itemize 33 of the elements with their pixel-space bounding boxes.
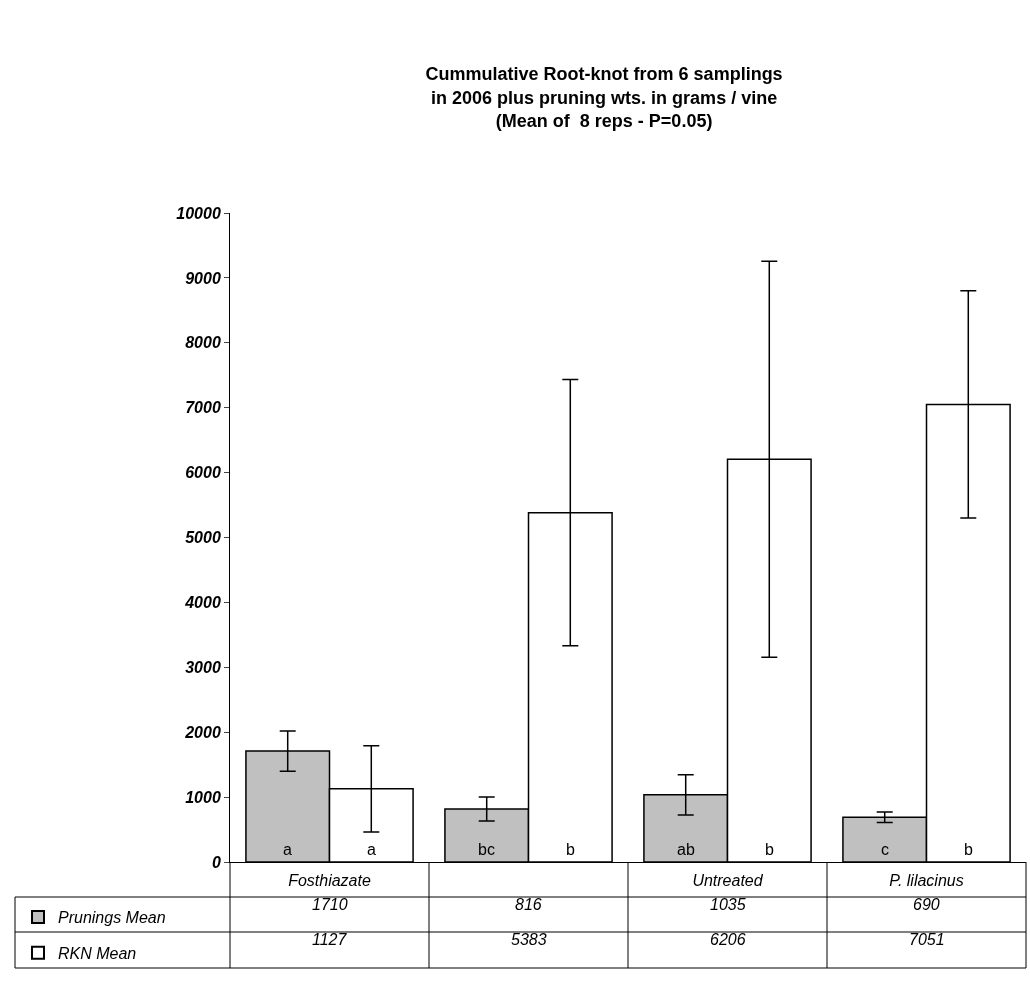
annotation: c bbox=[881, 841, 889, 858]
y-tick-label: 5000 bbox=[185, 529, 221, 547]
y-tick-label: 10000 bbox=[176, 204, 221, 222]
annotation: a bbox=[367, 841, 376, 858]
legend-label: RKN Mean bbox=[58, 944, 137, 962]
y-tick-label: 2000 bbox=[184, 723, 221, 741]
legend-label: Prunings Mean bbox=[58, 909, 166, 927]
y-tick-label: 6000 bbox=[185, 464, 221, 482]
chart-title: Cummulative Root-knot from 6 samplings in 2006 plus pruning wts. in grams / vine (Mean of 8 reps - P=0.05) bbox=[425, 64, 783, 132]
data-label: 690 bbox=[913, 896, 940, 913]
data-label: 1710 bbox=[312, 896, 348, 913]
x-tick-label: P. lilacinus bbox=[889, 872, 964, 890]
annotation: b bbox=[765, 841, 774, 858]
data-label: 7051 bbox=[909, 931, 945, 948]
x-tick-label: Fosthiazate bbox=[288, 872, 371, 890]
annotation: b bbox=[964, 841, 973, 858]
y-tick-label: 8000 bbox=[185, 334, 221, 352]
y-tick-label: 3000 bbox=[185, 658, 221, 676]
data-label: 1035 bbox=[710, 896, 746, 913]
annotation: b bbox=[566, 841, 575, 858]
annotation: bc bbox=[478, 841, 495, 858]
data-label: 5383 bbox=[511, 931, 547, 948]
x-tick-label: Untreated bbox=[692, 872, 764, 890]
data-label: 816 bbox=[515, 896, 542, 913]
annotation: ab bbox=[677, 841, 695, 858]
data-label: 6206 bbox=[710, 931, 746, 948]
y-tick-label: 7000 bbox=[185, 399, 221, 417]
annotation: a bbox=[283, 841, 292, 858]
y-tick-label: 4000 bbox=[184, 594, 221, 611]
y-tick-label: 9000 bbox=[185, 269, 221, 287]
y-tick-label: 1000 bbox=[185, 788, 221, 806]
data-label: 1127 bbox=[312, 931, 348, 948]
y-tick-label: 0 bbox=[211, 853, 221, 871]
